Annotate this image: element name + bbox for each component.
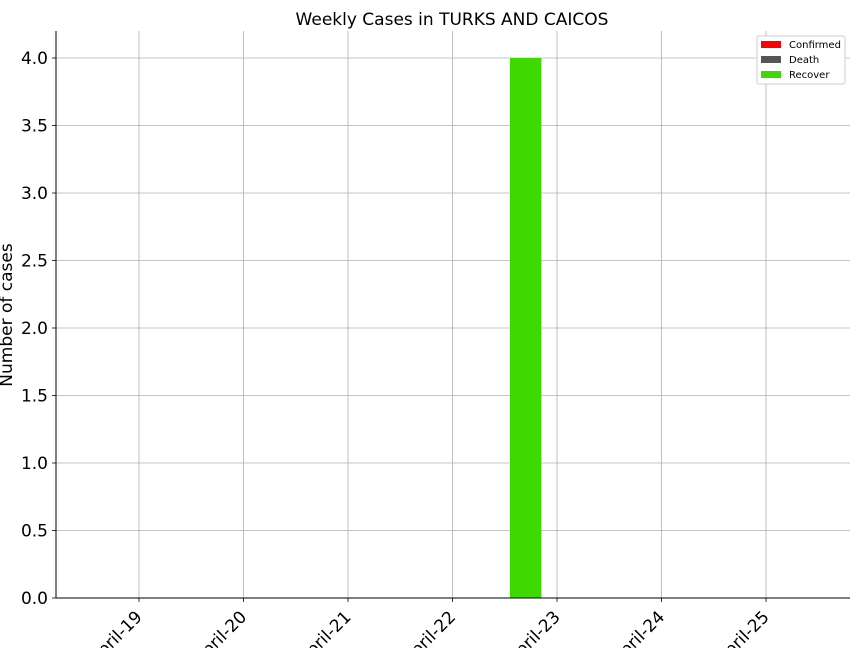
y-tick-label: 3.5 <box>21 117 48 137</box>
legend-swatch-confirmed <box>761 41 781 48</box>
x-tick-label: April-22 <box>399 607 460 648</box>
x-tick-label: April-23 <box>503 607 564 648</box>
x-tick-label: April-20 <box>190 607 251 648</box>
legend-swatch-death <box>761 56 781 63</box>
y-tick-label: 0.0 <box>21 589 48 609</box>
y-tick-label: 4.0 <box>21 49 48 69</box>
chart-title: Weekly Cases in TURKS AND CAICOS <box>296 10 609 30</box>
legend-label-death: Death <box>789 55 819 66</box>
x-ticks: April-19 April-20 April-21 April-22 April-23… <box>85 598 774 648</box>
bar-recover <box>509 58 542 598</box>
y-ticks: 0.0 0.5 1.0 1.5 2.0 2.5 3.0 3.5 4.0 <box>21 49 56 609</box>
y-tick-label: 2.0 <box>21 319 48 339</box>
y-tick-label: 3.0 <box>21 184 48 204</box>
legend: Confirmed Death Recover <box>756 35 846 85</box>
x-tick-label: April-25 <box>712 607 773 648</box>
y-tick-label: 1.0 <box>21 454 48 474</box>
x-tick-label: April-24 <box>608 607 669 648</box>
y-tick-label: 1.5 <box>21 387 48 407</box>
y-tick-label: 2.5 <box>21 252 48 272</box>
x-tick-label: April-21 <box>294 607 355 648</box>
legend-label-recover: Recover <box>789 70 830 81</box>
legend-label-confirmed: Confirmed <box>789 40 841 51</box>
bars <box>509 58 542 598</box>
legend-swatch-recover <box>761 71 781 78</box>
y-tick-label: 0.5 <box>21 522 48 542</box>
grid-lines <box>56 31 850 599</box>
y-axis-label: Number of cases <box>0 243 17 387</box>
x-tick-label: April-19 <box>85 607 146 648</box>
axes <box>55 31 850 599</box>
